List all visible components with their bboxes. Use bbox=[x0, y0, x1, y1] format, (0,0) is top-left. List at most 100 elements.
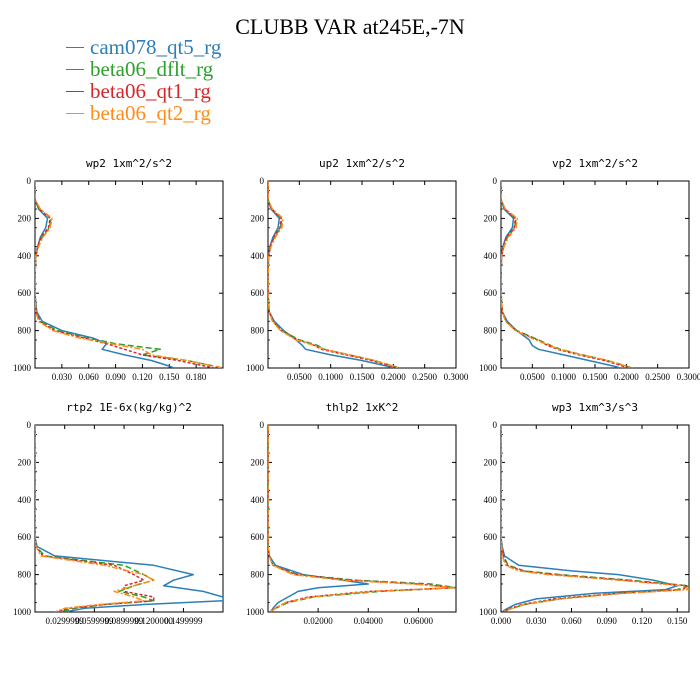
x-tick-label: 0.06000 bbox=[404, 616, 434, 626]
x-tick-label: 0.000 bbox=[491, 616, 512, 626]
y-tick-label: 200 bbox=[18, 213, 32, 223]
panel-title: wp2 1xm^2/s^2 bbox=[86, 157, 172, 170]
plot-frame bbox=[34, 180, 224, 369]
series-line-cam078-qt5-rg bbox=[35, 181, 175, 368]
y-tick-label: 800 bbox=[484, 570, 498, 580]
y-tick-label: 1000 bbox=[246, 607, 265, 617]
y-tick-label: 200 bbox=[251, 457, 265, 467]
series-line-beta06-qt2-rg bbox=[501, 425, 689, 612]
x-tick-label: 0.0500 bbox=[287, 372, 312, 382]
y-tick-label: 800 bbox=[18, 326, 32, 336]
series-line-beta06-qt1-rg bbox=[35, 181, 215, 368]
y-tick-label: 400 bbox=[18, 251, 32, 261]
series-line-beta06-dflt-rg bbox=[268, 181, 400, 368]
series-line-beta06-qt2-rg bbox=[35, 425, 155, 612]
x-tick-label: 0.1500 bbox=[350, 372, 375, 382]
y-tick-label: 200 bbox=[484, 457, 498, 467]
chart-panel-4: rtp2 1E-6x(kg/kg)^2 0 200 400 600 800 1000 0.02… bbox=[13, 401, 224, 626]
series-line-beta06-qt2-rg bbox=[268, 181, 400, 368]
series-line-beta06-qt2-rg bbox=[501, 181, 633, 368]
plot-frame bbox=[34, 424, 224, 613]
x-tick-label: 0.2500 bbox=[645, 372, 670, 382]
x-tick-label: 0.120 bbox=[632, 616, 653, 626]
y-tick-label: 600 bbox=[18, 288, 32, 298]
series-line-beta06-qt1-rg bbox=[35, 425, 155, 612]
series-line-beta06-qt1-rg bbox=[501, 181, 630, 368]
chart-panel-5: thlp2 1xK^2 0 200 400 600 800 1000 0.02000 0.040… bbox=[246, 401, 457, 626]
y-tick-label: 800 bbox=[251, 570, 265, 580]
y-tick-label: 800 bbox=[484, 326, 498, 336]
chart-panel-2: up2 1xm^2/s^2 0 200 400 600 800 1000 0.0500 0.10… bbox=[246, 157, 469, 382]
x-tick-label: 0.090 bbox=[105, 372, 126, 382]
legend-line bbox=[66, 113, 84, 114]
series-line-cam078-qt5-rg bbox=[501, 181, 621, 368]
y-tick-label: 400 bbox=[484, 495, 498, 505]
x-tick-label: 0.02000 bbox=[304, 616, 334, 626]
legend-line bbox=[66, 91, 84, 92]
x-tick-label: 0.150 bbox=[667, 616, 688, 626]
y-tick-label: 0 bbox=[260, 176, 265, 186]
x-tick-label: 0.0500 bbox=[520, 372, 545, 382]
y-tick-label: 0 bbox=[27, 176, 32, 186]
x-tick-label: 0.0299999 bbox=[46, 616, 85, 626]
legend-line bbox=[66, 69, 84, 70]
x-tick-label: 0.0599999 bbox=[75, 616, 114, 626]
y-tick-label: 400 bbox=[251, 495, 265, 505]
x-tick-label: 0.1000 bbox=[551, 372, 576, 382]
series-line-beta06-dflt-rg bbox=[35, 181, 223, 368]
x-tick-label: 0.180 bbox=[186, 372, 207, 382]
y-tick-label: 600 bbox=[251, 288, 265, 298]
x-tick-label: 0.060 bbox=[79, 372, 100, 382]
panel-title: thlp2 1xK^2 bbox=[326, 401, 399, 414]
series-line-cam078-qt5-rg bbox=[268, 425, 370, 612]
x-tick-label: 0.030 bbox=[526, 616, 547, 626]
y-tick-label: 200 bbox=[251, 213, 265, 223]
y-tick-label: 0 bbox=[27, 420, 32, 430]
y-tick-label: 0 bbox=[493, 420, 498, 430]
x-tick-label: 0.0899999 bbox=[105, 616, 144, 626]
y-tick-label: 600 bbox=[484, 532, 498, 542]
figure-title: CLUBB VAR at245E,-7N bbox=[235, 14, 465, 39]
y-tick-label: 1000 bbox=[13, 607, 32, 617]
y-tick-label: 0 bbox=[260, 420, 265, 430]
x-tick-label: 0.030 bbox=[52, 372, 73, 382]
x-tick-label: 0.3000 bbox=[677, 372, 700, 382]
legend: cam078_qt5_rg beta06_dflt_rg beta06_qt1_… bbox=[66, 36, 286, 124]
y-tick-label: 1000 bbox=[246, 363, 265, 373]
series-line-beta06-dflt-rg bbox=[501, 181, 633, 368]
y-tick-label: 800 bbox=[251, 326, 265, 336]
x-tick-label: 0.1499999 bbox=[164, 616, 203, 626]
x-tick-label: 0.150 bbox=[159, 372, 180, 382]
x-tick-label: 0.2000 bbox=[381, 372, 406, 382]
series-line-beta06-qt2-rg bbox=[35, 181, 223, 368]
x-tick-label: 0.2000 bbox=[614, 372, 639, 382]
y-tick-label: 1000 bbox=[479, 607, 498, 617]
x-tick-label: 0.060 bbox=[561, 616, 582, 626]
x-tick-label: 0.1500 bbox=[583, 372, 608, 382]
legend-item-beta06-qt2-rg: beta06_qt2_rg bbox=[66, 102, 286, 124]
y-tick-label: 1000 bbox=[479, 363, 498, 373]
panel-title: rtp2 1E-6x(kg/kg)^2 bbox=[66, 401, 192, 414]
legend-item-beta06-dflt-rg: beta06_dflt_rg bbox=[66, 58, 286, 80]
y-tick-label: 200 bbox=[18, 457, 32, 467]
y-tick-label: 200 bbox=[484, 213, 498, 223]
x-tick-label: 0.120 bbox=[132, 372, 153, 382]
series-line-beta06-qt2-rg bbox=[268, 425, 455, 612]
series-line-beta06-qt1-rg bbox=[501, 425, 688, 612]
legend-label: cam078_qt5_rg bbox=[90, 35, 222, 59]
legend-item-cam078-qt5-rg: cam078_qt5_rg bbox=[66, 36, 286, 58]
series-line-beta06-dflt-rg bbox=[35, 425, 155, 612]
chart-panel-3: vp2 1xm^2/s^2 0 200 400 600 800 1000 0.0500 0.10… bbox=[479, 157, 700, 382]
series-line-cam078-qt5-rg bbox=[268, 181, 394, 368]
x-tick-label: 0.3000 bbox=[444, 372, 469, 382]
series-line-cam078-qt5-rg bbox=[35, 425, 223, 612]
y-tick-label: 600 bbox=[18, 532, 32, 542]
y-tick-label: 600 bbox=[251, 532, 265, 542]
chart-panel-1: wp2 1xm^2/s^2 0 200 400 600 800 1000 0.030 0.060… bbox=[13, 157, 224, 382]
x-tick-label: 0.1000 bbox=[318, 372, 343, 382]
y-tick-label: 400 bbox=[18, 495, 32, 505]
series-line-beta06-qt1-rg bbox=[268, 181, 397, 368]
x-tick-label: 0.04000 bbox=[354, 616, 384, 626]
